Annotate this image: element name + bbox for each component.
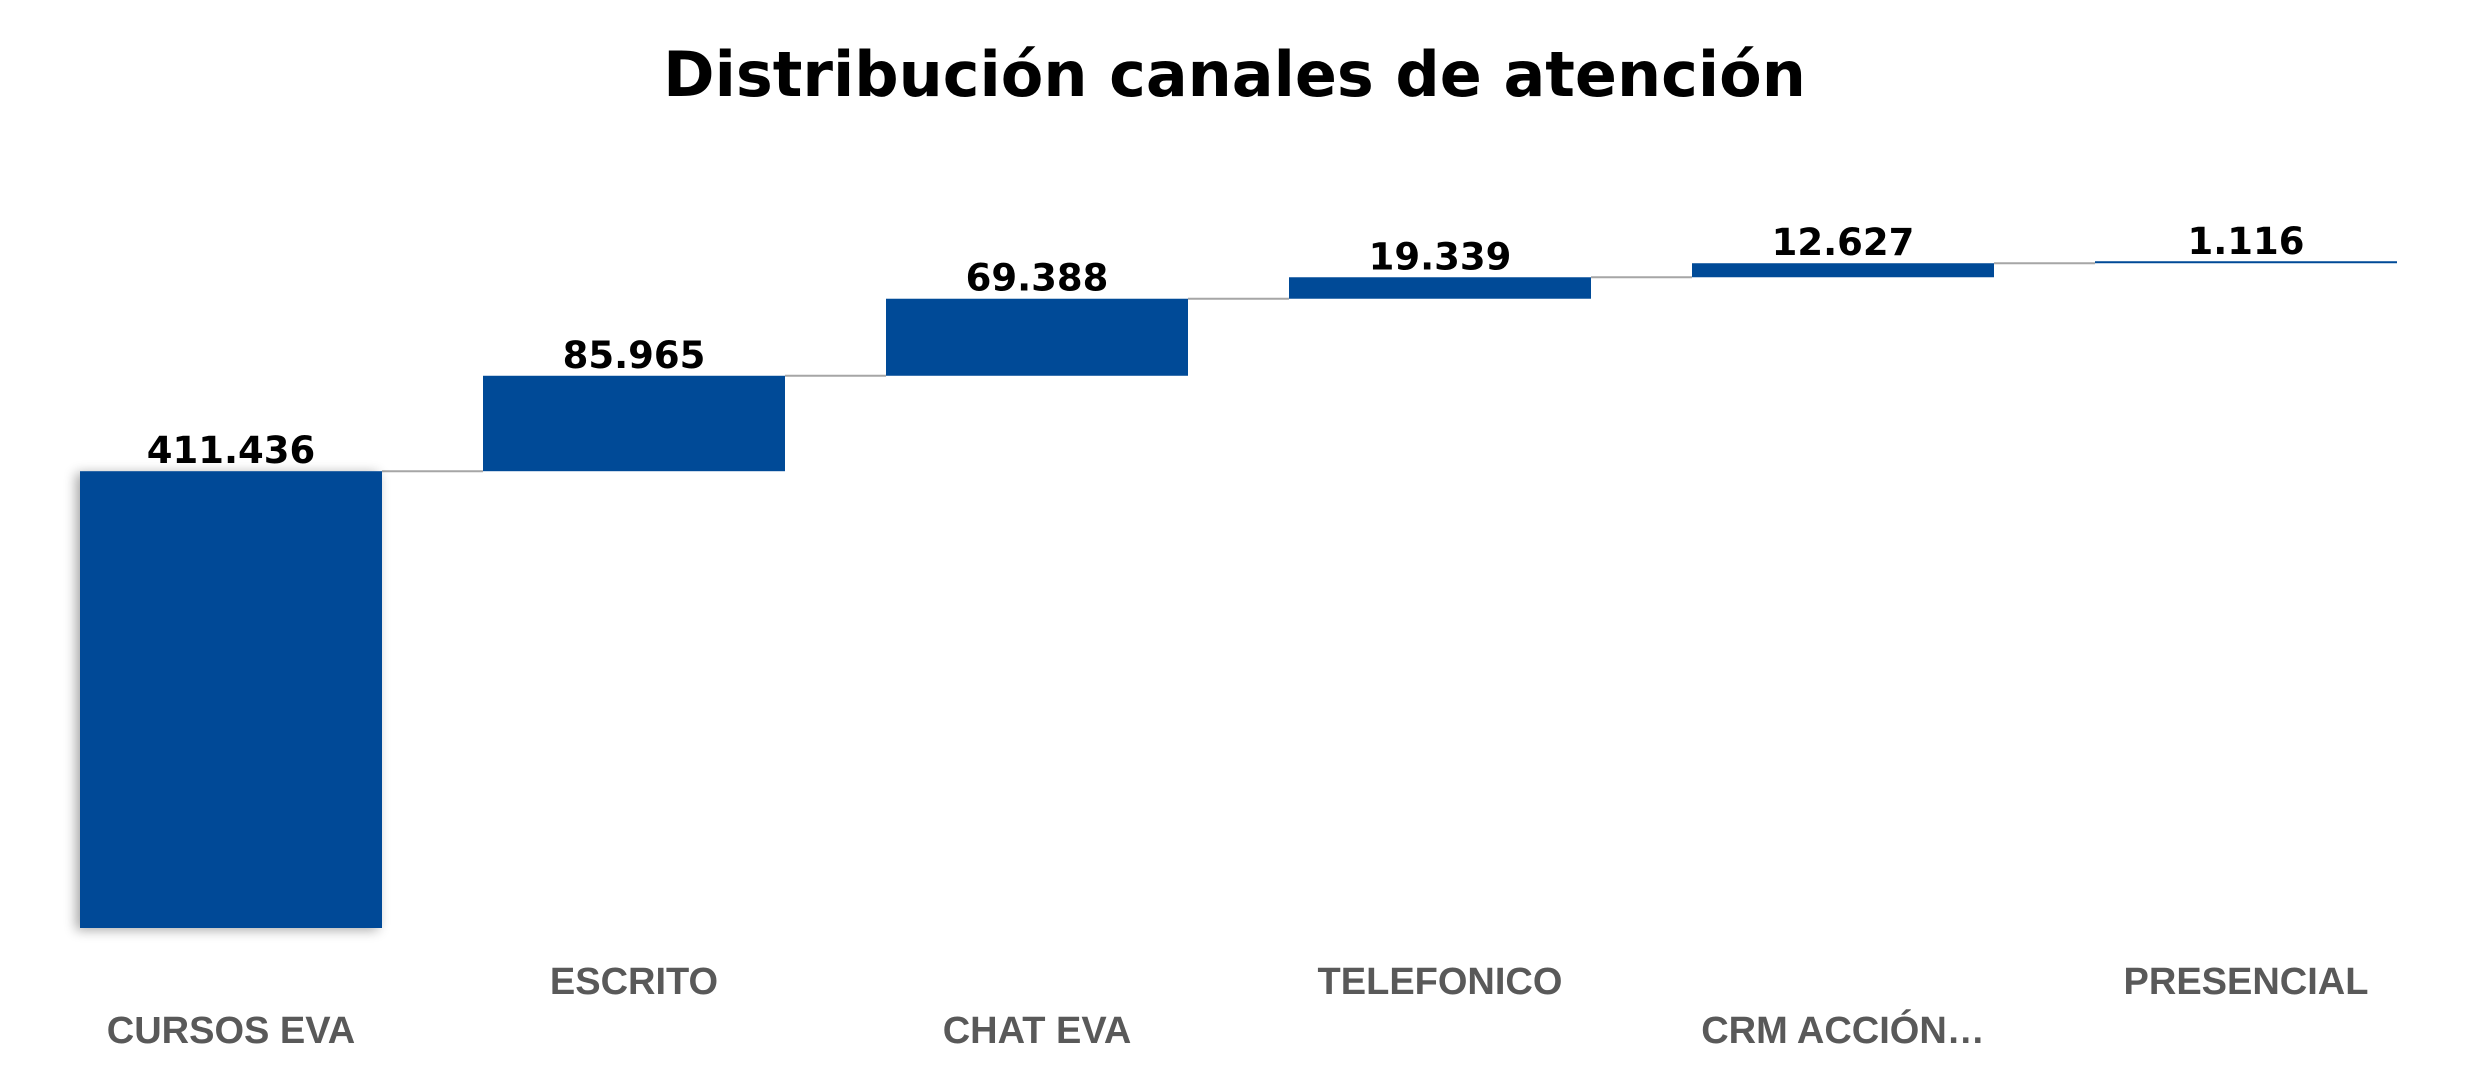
value-labels-group: 411.436 85.965 69.388 19.339 12.627 1.116 (147, 220, 2305, 472)
category-labels-group: CURSOS EVA ESCRITO CHAT EVA TELEFONICO CRM A… (107, 961, 2369, 1052)
category-label: PRESENCIAL (2124, 961, 2369, 1003)
value-label: 12.627 (1772, 221, 1915, 264)
bar-0 (80, 471, 382, 928)
category-label: CHAT EVA (943, 1010, 1132, 1052)
bar-3 (1289, 277, 1591, 299)
category-label: ESCRITO (550, 961, 718, 1003)
chart-title: Distribución canales de atención (663, 38, 1806, 111)
category-label: CRM ACCIÓN… (1701, 1008, 1985, 1052)
bar-2 (886, 298, 1188, 376)
connector-lines (382, 262, 2095, 473)
bar-4 (1692, 263, 1994, 278)
value-label: 69.388 (966, 257, 1109, 300)
value-label: 85.965 (563, 334, 706, 377)
category-label: CURSOS EVA (107, 1010, 355, 1052)
bar-5 (2095, 261, 2397, 264)
bar-1 (483, 375, 785, 472)
value-label: 411.436 (147, 429, 316, 472)
category-label: TELEFONICO (1318, 961, 1563, 1003)
value-label: 19.339 (1369, 235, 1512, 278)
bars-group (80, 261, 2397, 928)
value-label: 1.116 (2187, 220, 2304, 263)
